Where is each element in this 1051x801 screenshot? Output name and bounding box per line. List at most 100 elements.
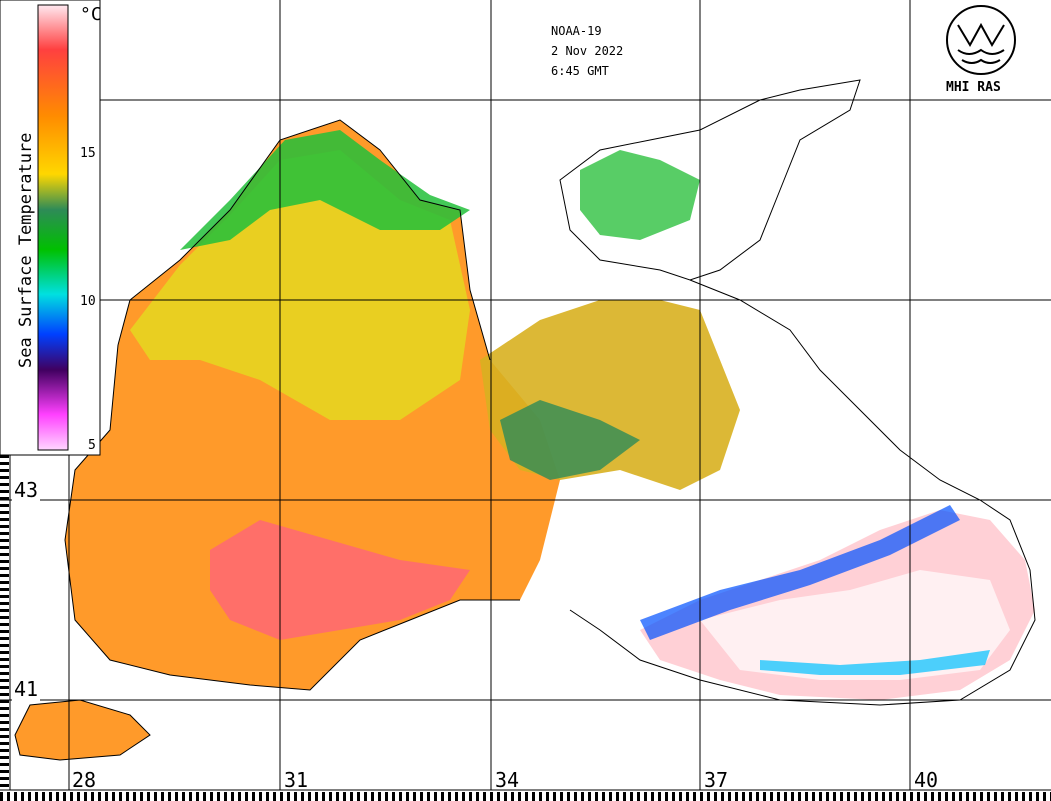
scale-tick [336,792,339,801]
scale-tick [707,792,710,801]
scale-tick [854,792,857,801]
scale-tick [231,792,234,801]
scale-tick [1022,792,1025,801]
scale-tick [1015,792,1018,801]
scale-tick [455,792,458,801]
scale-tick [273,792,276,801]
scale-tick [588,792,591,801]
lon-label-37: 37 [704,768,729,792]
scale-tick [91,792,94,801]
scale-tick [0,539,9,542]
scale-tick [0,553,9,556]
scale-tick [119,792,122,801]
scale-tick [329,792,332,801]
scale-tick [245,792,248,801]
scale-tick [217,792,220,801]
scale-tick [21,792,24,801]
scale-tick [147,792,150,801]
scale-tick [742,792,745,801]
scale-tick [910,792,913,801]
scale-tick [70,792,73,801]
scale-tick [0,588,9,591]
colorbar-gradient [37,4,69,451]
scale-tick [77,792,80,801]
scale-tick [0,749,9,752]
logo-label: MHI RAS [946,80,1001,95]
scale-tick [728,792,731,801]
scale-tick [539,792,542,801]
scale-tick [203,792,206,801]
lon-label-28: 28 [72,768,97,792]
scale-tick [224,792,227,801]
scale-tick [987,792,990,801]
scale-tick [833,792,836,801]
scale-tick [0,581,9,584]
scale-tick [700,792,703,801]
scale-tick [903,792,906,801]
scale-tick [952,792,955,801]
scale-tick [497,792,500,801]
scale-tick [0,490,9,493]
bottom-scale-ticks [0,792,1051,801]
scale-tick [0,770,9,773]
scale-tick [980,792,983,801]
scale-tick [0,469,9,472]
scale-tick [714,792,717,801]
scale-tick [861,792,864,801]
scale-tick [812,792,815,801]
scale-tick [735,792,738,801]
colorbar-title: Sea Surface Temperature [16,132,36,368]
scale-tick [490,792,493,801]
lon-label-31: 31 [284,768,309,792]
scale-tick [287,792,290,801]
scale-tick [0,763,9,766]
scale-tick [0,777,9,780]
scale-tick [994,792,997,801]
scale-tick [658,792,661,801]
scale-tick [882,792,885,801]
scale-tick [140,792,143,801]
scale-tick [343,792,346,801]
scale-tick [938,792,941,801]
colorbar-tick-10: 10 [80,294,96,309]
scale-tick [0,504,9,507]
scale-tick [749,792,752,801]
scale-tick [931,792,934,801]
black-sea-sst-field [15,120,1035,760]
scale-tick [0,630,9,633]
scale-tick [616,792,619,801]
scale-tick [350,792,353,801]
scale-tick [434,792,437,801]
scale-tick [686,792,689,801]
scale-tick [896,792,899,801]
scale-tick [532,792,535,801]
scale-tick [0,546,9,549]
scale-tick [0,742,9,745]
scale-tick [301,792,304,801]
scale-tick [1029,792,1032,801]
scale-tick [56,792,59,801]
scale-tick [966,792,969,801]
scale-tick [28,792,31,801]
scale-tick [238,792,241,801]
scale-tick [0,792,3,801]
scale-tick [399,792,402,801]
scale-tick [175,792,178,801]
scale-tick [0,707,9,710]
mhi-logo-icon [946,5,1016,75]
scale-tick [1008,792,1011,801]
scale-tick [259,792,262,801]
scale-tick [133,792,136,801]
scale-tick [0,672,9,675]
scale-tick [553,792,556,801]
scale-tick [0,560,9,563]
scale-tick [826,792,829,801]
scale-tick [0,567,9,570]
scale-tick [0,574,9,577]
scale-tick [126,792,129,801]
scale-tick [252,792,255,801]
scale-tick [595,792,598,801]
scale-tick [371,792,374,801]
acquisition-time: 6:45 GMT [551,64,609,78]
scale-tick [525,792,528,801]
